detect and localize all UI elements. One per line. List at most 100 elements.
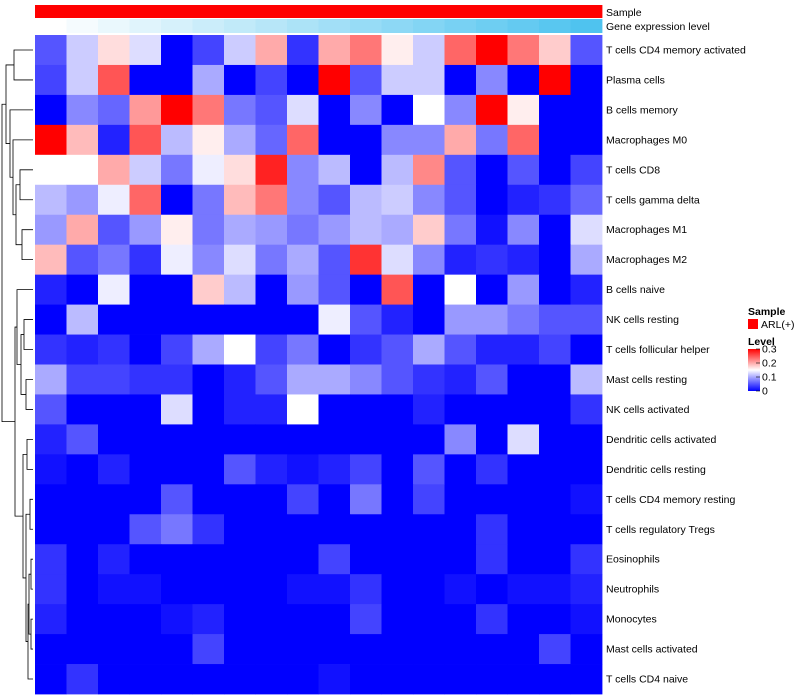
- heatmap-cell: [350, 35, 382, 66]
- heatmap-cell: [570, 424, 603, 455]
- legend: Sample ARL(+) Level 0.3 0.2 0.1 0: [748, 306, 795, 398]
- heatmap-cell: [413, 304, 445, 335]
- heatmap-cell: [413, 334, 445, 365]
- annotation-cell-sample: [444, 5, 477, 18]
- heatmap-cell: [350, 304, 382, 335]
- heatmap-cell: [35, 634, 67, 665]
- heatmap-cell: [507, 454, 540, 485]
- heatmap-cell: [350, 634, 382, 665]
- heatmap-cell: [129, 35, 162, 66]
- heatmap-cell: [129, 604, 162, 635]
- heatmap-cell: [129, 154, 162, 186]
- annotation-cell-sample: [539, 5, 571, 18]
- heatmap-cell: [507, 214, 540, 246]
- heatmap-cell: [381, 64, 414, 96]
- heatmap-cell: [192, 604, 225, 635]
- heatmap-cell: [129, 274, 162, 305]
- heatmap-cell: [129, 334, 162, 365]
- heatmap-cell: [66, 514, 99, 545]
- heatmap-cell: [192, 64, 225, 96]
- heatmap-cell: [224, 394, 256, 425]
- heatmap-cell: [98, 334, 130, 365]
- heatmap-cell: [381, 364, 414, 395]
- heatmap-cell: [476, 94, 508, 126]
- legend-level-colorbar: [748, 349, 760, 391]
- heatmap-cell: [66, 214, 99, 246]
- heatmap-cell: [318, 94, 351, 126]
- annotation-cell-gene-expression: [35, 19, 67, 33]
- heatmap-cell: [381, 424, 414, 455]
- heatmap-cell: [66, 574, 99, 605]
- heatmap-cell: [507, 364, 540, 395]
- heatmap-cell: [539, 394, 571, 425]
- heatmap-cell: [98, 634, 130, 665]
- heatmap-cell: [539, 454, 571, 485]
- heatmap-cell: [507, 424, 540, 455]
- heatmap-cell: [129, 514, 162, 545]
- row-label: Mast cells activated: [606, 644, 698, 656]
- heatmap-cell: [66, 364, 99, 395]
- heatmap-cell: [570, 544, 603, 575]
- heatmap-cell: [35, 124, 67, 156]
- heatmap-cell: [350, 604, 382, 635]
- annotation-cell-sample: [507, 5, 540, 18]
- heatmap-cell: [381, 244, 414, 276]
- heatmap-cell: [381, 484, 414, 515]
- heatmap-cell: [287, 544, 319, 575]
- heatmap-cell: [476, 424, 508, 455]
- heatmap-cell: [350, 184, 382, 216]
- heatmap-cell: [192, 364, 225, 395]
- heatmap-cell: [476, 574, 508, 605]
- heatmap-cell: [413, 364, 445, 395]
- heatmap-cell: [224, 574, 256, 605]
- heatmap-cell: [255, 604, 288, 635]
- heatmap-cell: [539, 574, 571, 605]
- heatmap-cell: [129, 664, 162, 695]
- heatmap-cell: [350, 454, 382, 485]
- heatmap-cell: [507, 94, 540, 126]
- heatmap-cell: [476, 244, 508, 276]
- heatmap-cell: [444, 334, 477, 365]
- heatmap-cell: [350, 244, 382, 276]
- heatmap-cell: [539, 364, 571, 395]
- heatmap-cell: [318, 484, 351, 515]
- heatmap-cell: [255, 214, 288, 246]
- annotation-cell-gene-expression: [287, 19, 319, 33]
- heatmap-cell: [507, 604, 540, 635]
- row-label: T cells CD4 naive: [606, 674, 688, 686]
- heatmap-cell: [318, 454, 351, 485]
- row-label: Monocytes: [606, 614, 657, 626]
- heatmap-cell: [570, 364, 603, 395]
- heatmap-cell: [224, 274, 256, 305]
- heatmap-cell: [381, 214, 414, 246]
- heatmap-cell: [98, 64, 130, 96]
- heatmap-cell: [98, 424, 130, 455]
- heatmap-cell: [98, 484, 130, 515]
- heatmap-cell: [129, 484, 162, 515]
- heatmap-cell: [444, 64, 477, 96]
- heatmap-cell: [507, 154, 540, 186]
- heatmap-cell: [224, 454, 256, 485]
- heatmap-cell: [224, 124, 256, 156]
- heatmap-cell: [35, 184, 67, 216]
- heatmap-cell: [98, 274, 130, 305]
- heatmap-cell: [476, 64, 508, 96]
- row-label: T cells CD8: [606, 164, 660, 176]
- heatmap-cell: [287, 364, 319, 395]
- heatmap-cell: [287, 304, 319, 335]
- dendrogram-branch: [1, 103, 15, 423]
- heatmap-cell: [350, 664, 382, 695]
- heatmap-cell: [476, 334, 508, 365]
- heatmap-cell: [192, 514, 225, 545]
- heatmap-cell: [381, 634, 414, 665]
- row-label: T cells gamma delta: [606, 194, 700, 206]
- annotation-cell-sample: [98, 5, 130, 18]
- heatmap-cell: [255, 574, 288, 605]
- annotation-cell-gene-expression: [444, 19, 477, 33]
- annotation-cell-gene-expression: [413, 19, 445, 33]
- heatmap-cell: [539, 244, 571, 276]
- heatmap-cell: [129, 94, 162, 126]
- heatmap-cell: [507, 664, 540, 695]
- heatmap-cell: [161, 664, 193, 695]
- heatmap-cell: [192, 184, 225, 216]
